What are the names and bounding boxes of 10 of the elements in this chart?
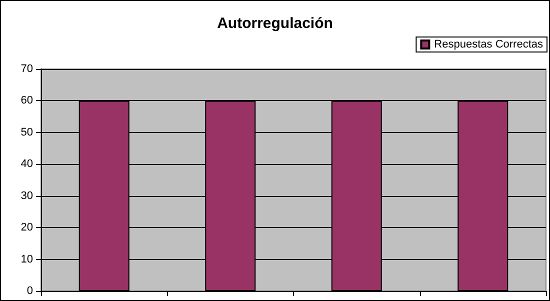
y-tick-label: 0 (26, 285, 33, 297)
chart-title: Autorregulación (217, 15, 333, 32)
y-tick-label: 20 (20, 222, 33, 234)
y-tick-label: 60 (20, 94, 33, 107)
y-tick-label: 70 (20, 63, 33, 75)
y-tick-label: 50 (20, 126, 33, 138)
legend-label: Respuestas Correctas (434, 38, 544, 50)
y-tick-label: 10 (20, 253, 33, 266)
y-tick-label: 30 (20, 190, 33, 202)
y-tick-label: 40 (20, 158, 33, 170)
